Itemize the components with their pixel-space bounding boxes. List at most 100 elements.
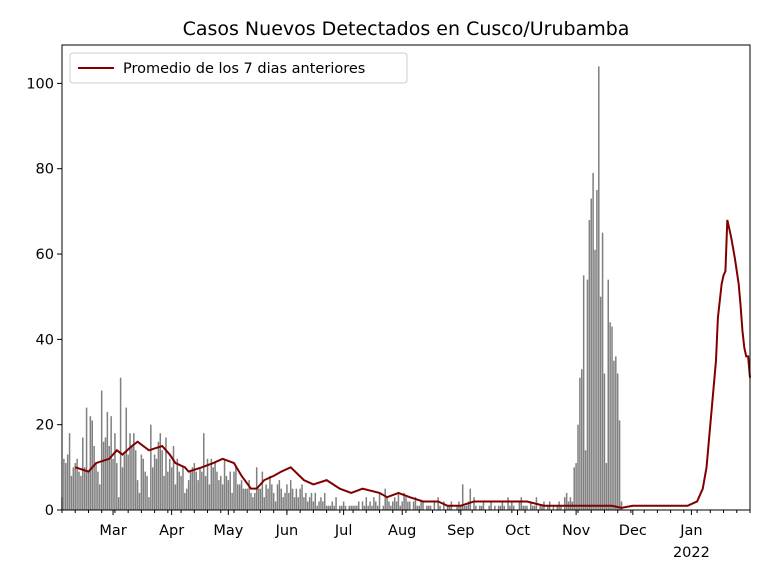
bar — [401, 501, 403, 510]
legend-label: Promedio de los 7 dias anteriores — [123, 61, 365, 77]
bar — [195, 471, 197, 510]
bar — [82, 437, 84, 510]
y-tick-label: 20 — [36, 418, 54, 434]
bar — [357, 501, 360, 510]
bar — [613, 360, 615, 510]
bar — [329, 505, 332, 510]
y-tick-label: 0 — [45, 503, 54, 519]
bar — [607, 279, 609, 510]
bar — [203, 433, 205, 510]
bar — [448, 505, 451, 510]
bar — [620, 501, 623, 510]
bar — [592, 172, 594, 511]
bar — [199, 467, 201, 510]
bar — [616, 373, 619, 510]
bar — [310, 492, 313, 510]
bar — [601, 232, 604, 510]
bar — [178, 471, 180, 510]
bar — [352, 505, 354, 510]
bar — [70, 475, 73, 510]
bar — [212, 467, 214, 510]
bar — [63, 458, 65, 510]
bar — [136, 480, 139, 510]
bar — [577, 424, 579, 510]
bar — [185, 488, 188, 510]
bar — [522, 505, 524, 510]
bar — [140, 454, 143, 510]
y-axis: 0 20 40 60 80 100 — [26, 76, 62, 519]
bar — [384, 488, 386, 510]
bar — [66, 454, 69, 510]
x-axis: Mar Apr May Jun Jul Aug Sep Oct Nov Dec Jan 2022 — [61, 510, 751, 561]
bar — [306, 501, 309, 510]
bar — [134, 450, 137, 510]
bar — [350, 505, 352, 510]
bar — [365, 497, 368, 510]
bar — [157, 441, 160, 510]
bar — [386, 497, 388, 510]
bar — [182, 467, 184, 510]
bar — [412, 501, 415, 510]
bar — [210, 458, 213, 510]
bar — [565, 492, 568, 510]
bar — [569, 497, 572, 510]
bar — [297, 497, 300, 510]
bar — [223, 458, 226, 510]
bar — [526, 505, 528, 510]
bar — [539, 505, 541, 510]
bar — [238, 484, 241, 510]
bar — [123, 454, 126, 510]
bar — [461, 484, 464, 510]
bar — [76, 458, 78, 510]
bar — [603, 373, 606, 510]
bar — [240, 480, 243, 510]
bar — [390, 505, 392, 510]
bar — [323, 492, 326, 510]
bar — [176, 458, 179, 510]
bar — [144, 471, 146, 510]
bar — [533, 505, 536, 510]
bar — [363, 505, 366, 510]
bar — [512, 505, 515, 510]
bar — [376, 505, 379, 510]
bar — [278, 480, 281, 510]
bar — [427, 505, 430, 510]
bar — [100, 390, 103, 510]
x-tick-label: May — [213, 523, 243, 539]
bar — [271, 484, 273, 510]
bar — [214, 463, 216, 510]
bar — [106, 411, 109, 510]
bar — [615, 356, 617, 510]
bar — [91, 420, 93, 510]
bar — [250, 492, 252, 510]
bar — [246, 488, 248, 510]
bar — [220, 475, 222, 510]
x-tick-label: Jul — [334, 523, 353, 539]
y-tick-label: 100 — [26, 76, 54, 92]
bar — [611, 326, 613, 510]
bar — [382, 505, 385, 510]
bar — [467, 501, 470, 510]
x-tick-label: Apr — [159, 523, 184, 539]
bar — [547, 505, 549, 510]
bar — [187, 480, 190, 510]
bar — [482, 501, 485, 510]
bar — [586, 279, 589, 510]
bar — [83, 467, 86, 510]
bar — [142, 458, 145, 510]
bar — [150, 424, 152, 510]
bar — [395, 501, 398, 510]
bar — [252, 497, 254, 510]
bar — [102, 441, 105, 510]
bar — [564, 497, 566, 510]
bar — [371, 505, 373, 510]
x-tick-label: Aug — [388, 523, 416, 539]
bar — [322, 501, 324, 510]
bar — [560, 505, 562, 510]
bar — [393, 497, 396, 510]
bar — [163, 475, 165, 510]
bar — [524, 505, 526, 510]
bar — [340, 505, 343, 510]
bar — [174, 484, 177, 510]
bar — [282, 497, 284, 510]
